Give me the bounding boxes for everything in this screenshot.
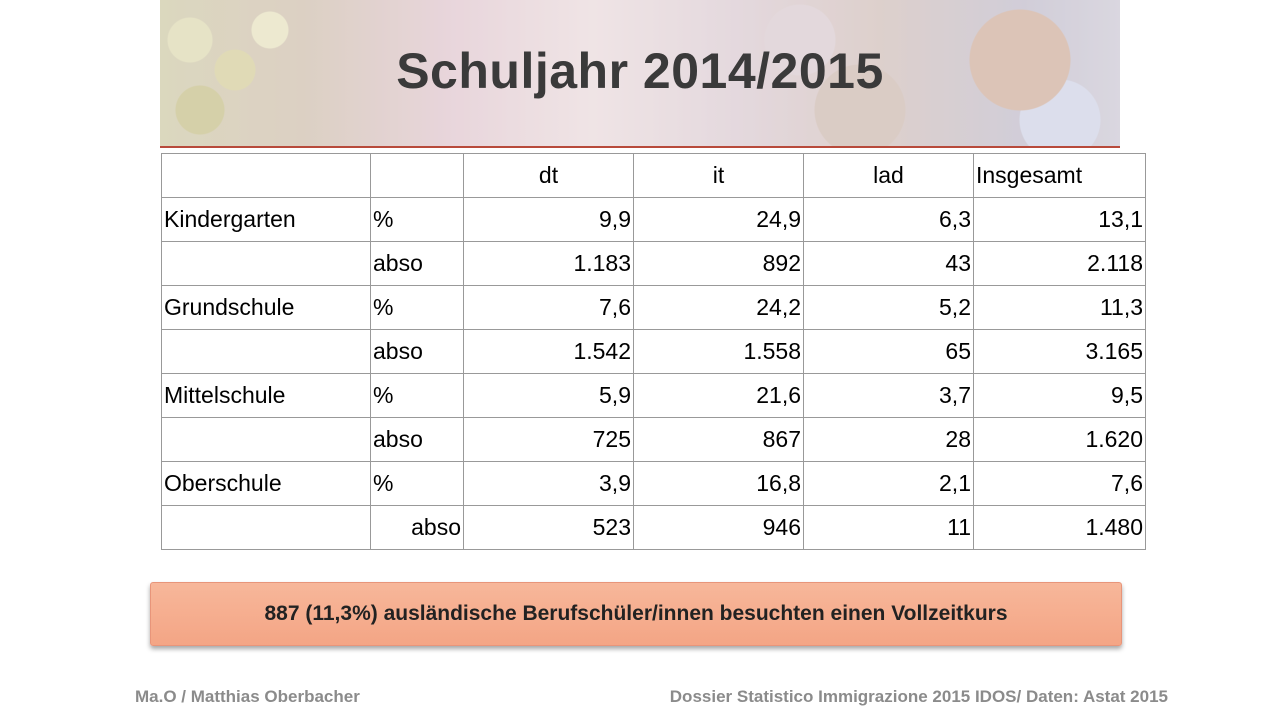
table-row: abso 1.542 1.558 65 3.165 bbox=[161, 329, 1146, 374]
highlight-note-box: 887 (11,3%) ausländische Berufschüler/in… bbox=[150, 582, 1122, 646]
value-cell-total: 1.480 bbox=[973, 505, 1146, 550]
value-cell-dt: 5,9 bbox=[463, 373, 634, 418]
table-row: Grundschule % 7,6 24,2 5,2 11,3 bbox=[161, 285, 1146, 330]
school-type-cell bbox=[161, 329, 371, 374]
header-cell-school bbox=[161, 153, 371, 198]
header-cell-it: it bbox=[633, 153, 804, 198]
value-cell-lad: 28 bbox=[803, 417, 974, 462]
school-type-cell bbox=[161, 417, 371, 462]
value-cell-total: 1.620 bbox=[973, 417, 1146, 462]
value-cell-it: 892 bbox=[633, 241, 804, 286]
value-cell-total: 3.165 bbox=[973, 329, 1146, 374]
value-cell-dt: 1.183 bbox=[463, 241, 634, 286]
value-cell-it: 867 bbox=[633, 417, 804, 462]
value-cell-total: 9,5 bbox=[973, 373, 1146, 418]
footer-source: Dossier Statistico Immigrazione 2015 IDO… bbox=[669, 687, 1168, 706]
unit-cell: % bbox=[370, 373, 464, 418]
value-cell-dt: 1.542 bbox=[463, 329, 634, 374]
value-cell-it: 1.558 bbox=[633, 329, 804, 374]
value-cell-dt: 725 bbox=[463, 417, 634, 462]
table-row: Mittelschule % 5,9 21,6 3,7 9,5 bbox=[161, 373, 1146, 418]
banner-divider-line bbox=[160, 146, 1120, 148]
header-cell-unit bbox=[370, 153, 464, 198]
header-cell-dt: dt bbox=[463, 153, 634, 198]
school-type-cell: Grundschule bbox=[161, 285, 371, 330]
value-cell-it: 24,9 bbox=[633, 197, 804, 242]
table-row: Oberschule % 3,9 16,8 2,1 7,6 bbox=[161, 461, 1146, 506]
unit-cell: % bbox=[370, 197, 464, 242]
value-cell-dt: 7,6 bbox=[463, 285, 634, 330]
value-cell-lad: 3,7 bbox=[803, 373, 974, 418]
value-cell-total: 11,3 bbox=[973, 285, 1146, 330]
statistics-table: dt it lad Insgesamt Kindergarten % 9,9 2… bbox=[161, 153, 1146, 550]
value-cell-lad: 43 bbox=[803, 241, 974, 286]
value-cell-it: 21,6 bbox=[633, 373, 804, 418]
table-row: abso 725 867 28 1.620 bbox=[161, 417, 1146, 462]
value-cell-total: 7,6 bbox=[973, 461, 1146, 506]
footer-author: Ma.O / Matthias Oberbacher bbox=[135, 687, 360, 706]
unit-cell: abso bbox=[370, 417, 464, 462]
unit-cell: % bbox=[370, 461, 464, 506]
unit-cell: % bbox=[370, 285, 464, 330]
value-cell-lad: 5,2 bbox=[803, 285, 974, 330]
value-cell-it: 16,8 bbox=[633, 461, 804, 506]
value-cell-dt: 9,9 bbox=[463, 197, 634, 242]
slide-title: Schuljahr 2014/2015 bbox=[396, 43, 884, 99]
table-header-row: dt it lad Insgesamt bbox=[161, 153, 1146, 198]
header-photo-banner bbox=[160, 0, 1120, 148]
header-cell-total: Insgesamt bbox=[973, 153, 1146, 198]
value-cell-lad: 65 bbox=[803, 329, 974, 374]
unit-cell: abso bbox=[370, 505, 464, 550]
table-row: abso 523 946 11 1.480 bbox=[161, 505, 1146, 550]
value-cell-lad: 11 bbox=[803, 505, 974, 550]
value-cell-lad: 2,1 bbox=[803, 461, 974, 506]
school-type-cell bbox=[161, 241, 371, 286]
table-row: Kindergarten % 9,9 24,9 6,3 13,1 bbox=[161, 197, 1146, 242]
value-cell-it: 24,2 bbox=[633, 285, 804, 330]
header-cell-lad: lad bbox=[803, 153, 974, 198]
unit-cell: abso bbox=[370, 329, 464, 374]
value-cell-total: 13,1 bbox=[973, 197, 1146, 242]
value-cell-dt: 523 bbox=[463, 505, 634, 550]
unit-cell: abso bbox=[370, 241, 464, 286]
school-type-cell: Oberschule bbox=[161, 461, 371, 506]
school-type-cell: Mittelschule bbox=[161, 373, 371, 418]
value-cell-it: 946 bbox=[633, 505, 804, 550]
table-row: abso 1.183 892 43 2.118 bbox=[161, 241, 1146, 286]
school-type-cell: Kindergarten bbox=[161, 197, 371, 242]
school-type-cell bbox=[161, 505, 371, 550]
value-cell-total: 2.118 bbox=[973, 241, 1146, 286]
value-cell-lad: 6,3 bbox=[803, 197, 974, 242]
value-cell-dt: 3,9 bbox=[463, 461, 634, 506]
highlight-note-text: 887 (11,3%) ausländische Berufschüler/in… bbox=[264, 602, 1008, 625]
